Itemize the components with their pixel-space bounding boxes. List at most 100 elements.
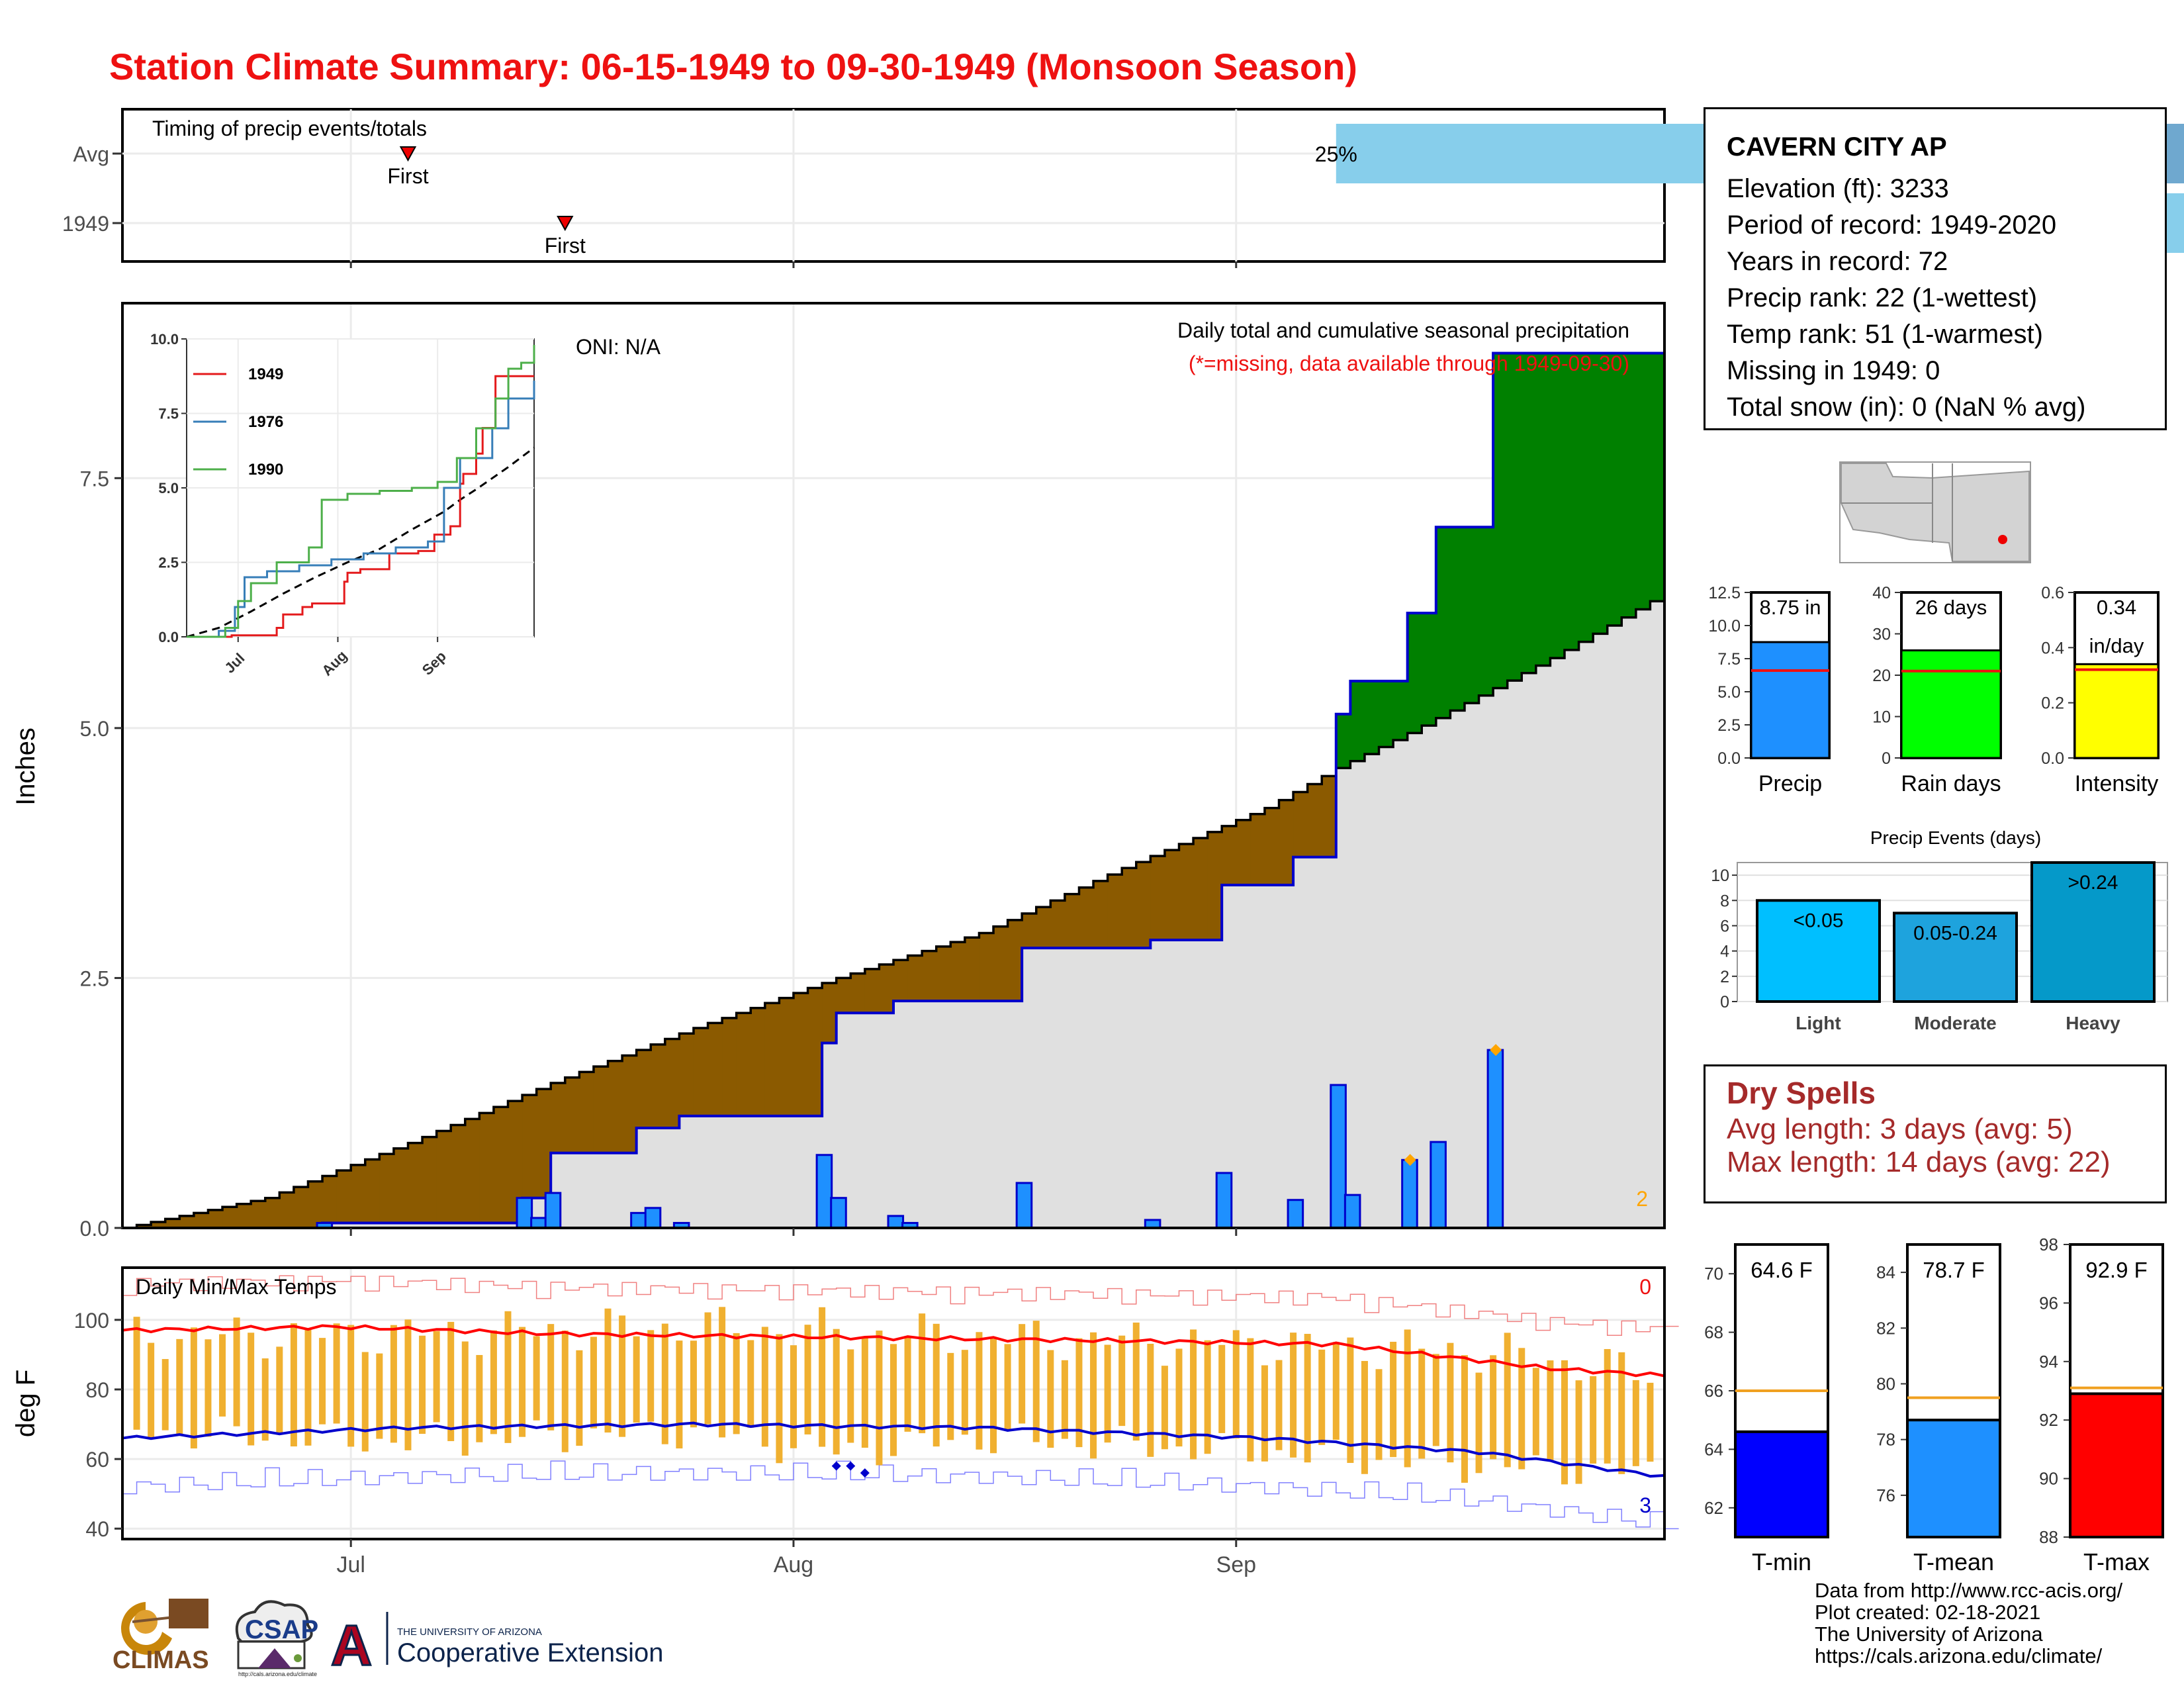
deficit-band	[651, 1044, 666, 1128]
temp-summary-value-label: 78.7 F	[1923, 1258, 1985, 1282]
daily-temp-bar	[1290, 1333, 1297, 1458]
deficit-band	[993, 926, 1009, 1002]
daily-temp-bar	[633, 1336, 640, 1423]
dry-spells-max: Max length: 14 days (avg: 22)	[1727, 1146, 2111, 1178]
daily-precip-bar	[1401, 1158, 1418, 1229]
deficit-band	[1150, 856, 1165, 941]
temp-summary-value-label: 92.9 F	[2085, 1258, 2148, 1282]
daily-temp-bar	[333, 1323, 340, 1424]
ua-letter: A	[331, 1614, 372, 1677]
csap-text: CSAP	[245, 1615, 318, 1644]
daily-temp-bar	[647, 1330, 655, 1422]
deficit-band	[379, 1154, 394, 1223]
daily-temp-bar	[1490, 1355, 1497, 1460]
summary-bar-Precip	[1750, 641, 1831, 759]
deficit-band	[351, 1164, 366, 1223]
inset-y-tick-label: 2.5	[158, 555, 179, 571]
climas-text: CLIMAS	[113, 1646, 209, 1674]
daily-temp-bar	[433, 1331, 440, 1423]
daily-precip-bar	[630, 1211, 647, 1229]
daily-temp-bar	[719, 1307, 726, 1438]
daily-temp-bar	[1447, 1342, 1454, 1463]
timing-first-marker	[399, 146, 417, 162]
deficit-band	[636, 1050, 651, 1128]
deficit-band	[493, 1107, 509, 1223]
summary-y-tick-label: 30	[1872, 626, 1891, 644]
surplus-band	[1407, 613, 1422, 733]
deficit-band	[179, 1215, 195, 1228]
daily-temp-bar	[390, 1325, 397, 1443]
extreme-count: 2	[1636, 1187, 1648, 1211]
daily-temp-bar	[1547, 1360, 1554, 1461]
deficit-band	[1093, 880, 1109, 949]
daily-temp-bar	[404, 1319, 412, 1450]
timing-row-label: 1949	[62, 212, 109, 236]
daily-temp-bar	[504, 1311, 512, 1443]
deficit-band	[950, 942, 966, 1002]
temp-summary-y-tick-label: 68	[1704, 1323, 1723, 1342]
deficit-band	[151, 1221, 166, 1228]
daily-temp-bar	[276, 1346, 283, 1434]
surplus-band	[1550, 353, 1565, 659]
x-month-label: Aug	[774, 1552, 814, 1577]
daily-temp-bar	[1590, 1376, 1597, 1464]
extreme-marker	[1404, 1154, 1416, 1166]
climas-logo: CLIMAS	[113, 1599, 209, 1674]
deficit-band	[1236, 820, 1251, 885]
surplus-band	[1621, 353, 1637, 618]
daily-temp-bar	[1261, 1365, 1268, 1462]
daily-temp-bar	[1504, 1333, 1511, 1468]
daily-temp-bar	[1518, 1348, 1525, 1470]
events-y-tick-label: 6	[1720, 917, 1729, 935]
timing-row-label: Avg	[73, 142, 109, 166]
daily-temp-bar	[604, 1308, 612, 1433]
x-month-label: Jul	[336, 1552, 365, 1577]
temp-summary-category-label: T-max	[2083, 1548, 2150, 1575]
daily-temp-bar	[1061, 1360, 1068, 1439]
info-line: Period of record: 1949-2020	[1727, 211, 2057, 240]
deficit-band	[365, 1159, 380, 1223]
deficit-band	[1136, 862, 1151, 949]
avg-cumulative-area	[122, 592, 1664, 1228]
summary-y-tick-label: 0	[1882, 749, 1891, 768]
precip-frame	[121, 302, 1666, 1229]
station-name: CAVERN CITY AP	[1727, 132, 1947, 162]
events-y-tick-label: 0	[1720, 993, 1729, 1011]
deficit-band	[1293, 792, 1308, 857]
dry-spells-avg: Avg length: 3 days (avg: 5)	[1727, 1113, 2073, 1145]
deficit-band	[622, 1055, 637, 1153]
deficit-band	[422, 1137, 437, 1223]
daily-temp-bar	[419, 1335, 426, 1434]
temp-summary-y-tick-label: 90	[2039, 1469, 2058, 1489]
record-min-line	[122, 1460, 1679, 1530]
summary-y-tick-label: 0.0	[1717, 749, 1741, 768]
deficit-band	[779, 998, 794, 1116]
avg-cumulative-line	[122, 592, 1666, 1229]
temp-summary-category-label: T-mean	[1913, 1548, 1994, 1575]
events-bar-label: >0.24	[2068, 872, 2118, 894]
record-low-marker	[831, 1461, 841, 1471]
surplus-band	[1422, 613, 1437, 726]
surplus-band	[1635, 353, 1651, 610]
deficit-band	[807, 988, 823, 1116]
daily-precip-bar	[1015, 1182, 1033, 1229]
daily-temp-bar	[990, 1338, 997, 1454]
daily-temp-bar	[1318, 1349, 1326, 1445]
daily-temp-bar	[947, 1352, 954, 1440]
daily-temp-bar	[1404, 1329, 1411, 1468]
temp-summary-y-tick-label: 82	[1876, 1318, 1895, 1338]
daily-temp-bar	[304, 1329, 312, 1446]
summary-y-tick-label: 5.0	[1717, 683, 1741, 702]
surplus-band	[1535, 353, 1551, 666]
precip-y-label: Inches	[11, 727, 40, 806]
temp-summary-y-tick-label: 96	[2039, 1293, 2058, 1313]
daily-temp-bar	[347, 1325, 355, 1447]
daily-temp-bar	[1132, 1322, 1140, 1441]
daily-temp-bar	[476, 1354, 483, 1442]
temp-panel-label: Daily Min/Max Temps	[136, 1275, 336, 1299]
daily-temp-bar	[248, 1333, 255, 1446]
inset-y-tick-label: 7.5	[158, 406, 179, 422]
inset-series-1976	[187, 381, 535, 638]
deficit-band	[251, 1201, 266, 1228]
